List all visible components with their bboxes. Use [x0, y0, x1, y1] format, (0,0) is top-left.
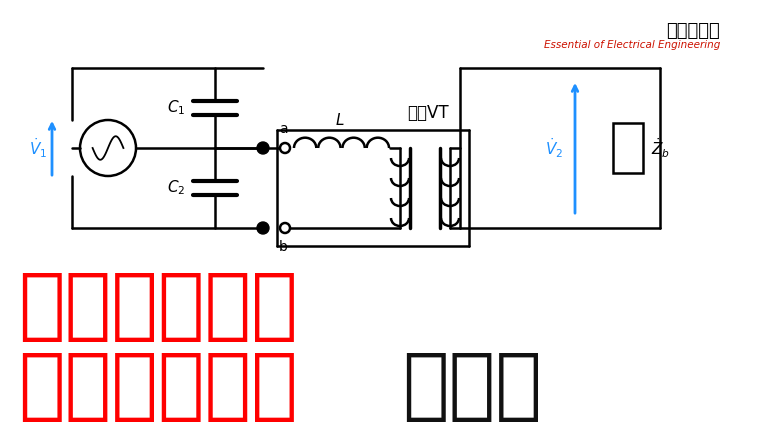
Text: $\dot{Z}_b$: $\dot{Z}_b$	[651, 136, 670, 160]
Text: 補助VT: 補助VT	[407, 104, 449, 122]
Text: a: a	[279, 122, 287, 136]
Text: b: b	[279, 240, 287, 254]
Circle shape	[280, 223, 290, 233]
Text: の理論: の理論	[402, 348, 542, 424]
Text: $\dot{V}_1$: $\dot{V}_1$	[29, 136, 47, 160]
Text: $\dot{V}_2$: $\dot{V}_2$	[545, 136, 563, 160]
Text: コンデンサ形: コンデンサ形	[18, 268, 298, 344]
Text: $C_1$: $C_1$	[167, 98, 185, 118]
Circle shape	[257, 222, 269, 234]
Circle shape	[280, 143, 290, 153]
Text: 電気の神髄: 電気の神髄	[667, 22, 720, 40]
Text: 計器用変圧器: 計器用変圧器	[18, 348, 298, 424]
Bar	[613, 123, 643, 173]
Circle shape	[257, 142, 269, 154]
Text: $L$: $L$	[335, 112, 345, 128]
Text: $C_2$: $C_2$	[167, 179, 185, 197]
Text: Essential of Electrical Engineering: Essential of Electrical Engineering	[544, 40, 720, 50]
